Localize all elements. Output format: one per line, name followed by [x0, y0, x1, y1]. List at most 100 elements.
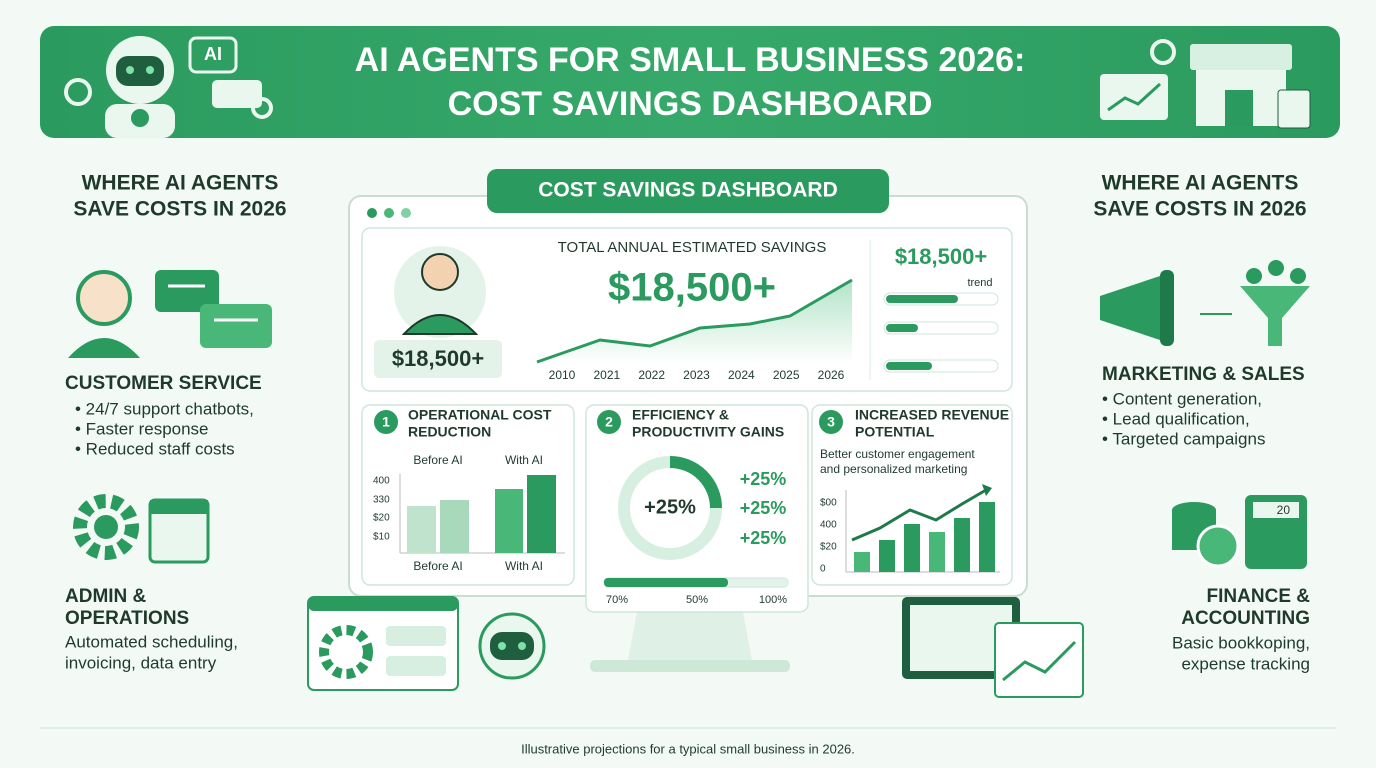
decor-circle	[1268, 260, 1284, 276]
category-item: • Targeted campaigns	[1102, 429, 1265, 448]
panel-title: REDUCTION	[408, 424, 491, 440]
decor-circle	[421, 253, 459, 291]
panel-number: 1	[382, 414, 390, 430]
panel-title: POTENTIAL	[855, 424, 935, 440]
revenue-graphic	[845, 484, 1000, 573]
category-item: • 24/7 support chatbots,	[75, 399, 254, 418]
decor-circle	[1290, 268, 1306, 284]
decor-path	[1100, 276, 1160, 340]
decor-path	[68, 338, 140, 358]
axis-label: 0	[820, 564, 826, 575]
header-shop	[1100, 39, 1311, 129]
category-title: ADMIN &	[65, 586, 147, 607]
decor-circle	[64, 78, 92, 106]
decor-rect	[904, 524, 920, 572]
progress-bars	[883, 292, 999, 373]
panel-number: 2	[605, 414, 613, 430]
decor-rect	[188, 36, 238, 74]
group-label: Before AI	[413, 453, 462, 467]
side-label: trend	[967, 277, 992, 289]
decor-circle	[73, 494, 139, 560]
group-label: With AI	[505, 453, 543, 467]
year-label: 2021	[593, 368, 620, 382]
decor-rect	[150, 500, 208, 514]
category-text: Automated scheduling,	[65, 632, 238, 651]
section-heading: WHERE AI AGENTS	[1102, 172, 1299, 195]
axis-label: 400	[820, 520, 837, 531]
admin-icon	[73, 494, 210, 564]
year-labels: 2010 2021 2022 2023 2024 2025 2026	[549, 368, 845, 382]
section-heading: WHERE AI AGENTS	[82, 172, 279, 195]
decor-circle	[1246, 268, 1262, 284]
dashboard-badge	[487, 169, 889, 213]
decor-path	[401, 314, 479, 335]
decor-rect	[490, 632, 534, 660]
panel-description: and personalized marketing	[820, 462, 967, 476]
category-text: expense tracking	[1181, 654, 1310, 673]
panel	[585, 404, 809, 613]
panel-description: Better customer engagement	[820, 447, 975, 461]
summary-value: $18,500+	[608, 266, 776, 310]
finance-icon	[1172, 495, 1307, 569]
panel-number: 3	[827, 414, 835, 430]
donut-graphic	[618, 456, 722, 560]
decor-circle	[498, 642, 506, 650]
year-label: 2010	[549, 368, 576, 382]
decor-path	[1240, 286, 1310, 346]
decor-circle	[401, 208, 411, 218]
decor-rect	[994, 622, 1084, 698]
decor-rect	[212, 80, 262, 108]
decor-polyline	[1107, 82, 1162, 112]
decor-rect	[854, 552, 870, 572]
year-label: 2026	[818, 368, 845, 382]
person-value: $18,500+	[392, 346, 484, 371]
group-label: Before AI	[413, 559, 462, 573]
progress-label: 50%	[686, 594, 708, 606]
decor-rect	[155, 270, 219, 312]
category-title: FINANCE &	[1207, 586, 1311, 607]
decor-circle	[518, 642, 526, 650]
decor-rect	[1277, 89, 1311, 129]
decor-rect	[604, 578, 728, 587]
panel-title: OPERATIONAL COST	[408, 407, 552, 423]
category-item: • Lead qualification,	[1102, 409, 1250, 428]
decor-circle	[1196, 524, 1240, 568]
decor-rect	[954, 518, 970, 572]
decor-rect	[527, 475, 556, 553]
category-item: • Faster response	[75, 419, 209, 438]
progress-label: 100%	[759, 594, 787, 606]
category-title: OPERATIONS	[65, 608, 189, 629]
decor-rect	[386, 656, 446, 676]
decor-rect	[886, 362, 932, 370]
decor-rect	[1225, 90, 1253, 126]
progress-label: 70%	[606, 594, 628, 606]
decor-circle	[384, 208, 394, 218]
summary-title: TOTAL ANNUAL ESTIMATED SAVINGS	[558, 239, 827, 256]
axis-label: 330	[373, 495, 390, 506]
section-heading: SAVE COSTS IN 2026	[73, 198, 286, 221]
decor-circle	[319, 625, 373, 679]
decor-rect	[886, 295, 958, 303]
header-banner	[40, 26, 1340, 138]
year-label: 2022	[638, 368, 665, 382]
axis-label: $00	[820, 498, 837, 509]
section-heading: SAVE COSTS IN 2026	[1093, 198, 1306, 221]
title-line: COST SAVINGS DASHBOARD	[448, 85, 933, 123]
marketing-icon	[1100, 260, 1310, 346]
decor-polyline	[851, 488, 987, 542]
gain-value: +25%	[740, 469, 787, 489]
decor-circle	[94, 515, 118, 539]
category-title: MARKETING & SALES	[1102, 364, 1305, 385]
decor-circle	[394, 246, 486, 338]
decor-rect	[308, 597, 458, 611]
category-item: • Content generation,	[1102, 389, 1262, 408]
category-title: CUSTOMER SERVICE	[65, 373, 262, 394]
decor-rect	[1190, 44, 1292, 70]
footer-note: Illustrative projections for a typical s…	[521, 741, 855, 756]
decor-circle	[126, 66, 134, 74]
donut-label: +25%	[644, 496, 696, 518]
decor-path	[669, 456, 722, 509]
header-robot	[64, 36, 273, 138]
